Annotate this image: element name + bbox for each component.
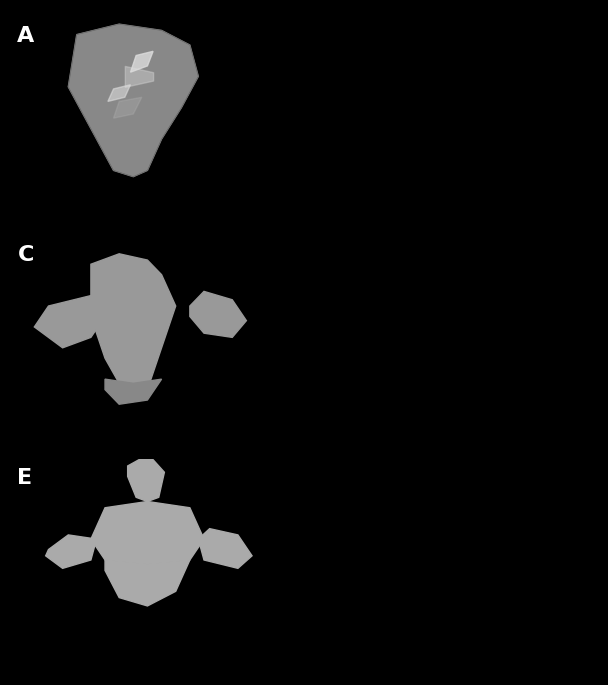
Text: C: C [18, 245, 34, 265]
Polygon shape [190, 291, 246, 338]
Polygon shape [34, 296, 105, 348]
Polygon shape [131, 51, 153, 72]
Polygon shape [46, 535, 97, 569]
Text: A: A [18, 26, 35, 46]
Polygon shape [105, 379, 162, 404]
Polygon shape [108, 85, 131, 101]
Polygon shape [128, 460, 164, 501]
Text: E: E [18, 468, 32, 488]
Polygon shape [68, 24, 198, 177]
Text: B: B [316, 22, 333, 42]
Text: D: D [316, 241, 334, 261]
Polygon shape [91, 501, 204, 564]
Text: F: F [316, 464, 331, 484]
Polygon shape [91, 254, 176, 390]
Polygon shape [198, 529, 252, 569]
Polygon shape [105, 560, 190, 606]
Polygon shape [114, 97, 142, 119]
